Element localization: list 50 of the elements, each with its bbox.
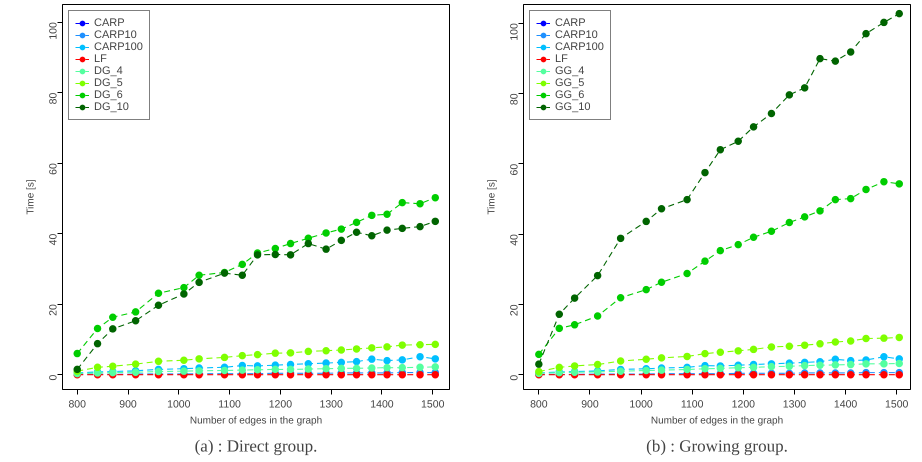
x-tick-label: 1100 [218, 398, 242, 410]
y-tick-label: 80 [48, 92, 60, 104]
legend-label: GG_6 [555, 89, 584, 101]
legend-label: LF [94, 53, 108, 65]
y-tick-label: 80 [508, 93, 520, 106]
x-tick-label: 1300 [319, 398, 344, 410]
x-tick-label: 1200 [732, 398, 756, 410]
x-tick-label: 1400 [370, 398, 394, 410]
legend-label: LF [555, 53, 569, 65]
y-axis-title: Time [s] [486, 179, 498, 215]
x-tick-label: 1500 [885, 398, 909, 410]
y-axis-title: Time [s] [26, 179, 36, 215]
legend-label: CARP100 [94, 41, 143, 53]
x-tick-label: 900 [581, 398, 599, 410]
legend-label: CARP10 [94, 29, 137, 41]
x-tick-label: 1400 [834, 398, 858, 410]
x-tick-label: 1000 [629, 398, 653, 410]
x-tick-label: 800 [68, 398, 86, 410]
text: (b) : Growing group. [646, 436, 788, 456]
legend-label: GG_4 [555, 65, 584, 77]
legend-label: CARP100 [555, 41, 604, 53]
legend-label: GG_10 [555, 101, 590, 113]
x-axis-title: Number of edges in the graph [650, 416, 784, 426]
legend-label: GG_5 [555, 77, 584, 89]
y-tick-label: 0 [48, 374, 60, 381]
y-tick-label: 60 [508, 164, 520, 176]
legend-label: CARP [555, 17, 586, 29]
y-tick-label: 20 [48, 304, 60, 316]
legend-label: DG_5 [94, 77, 123, 89]
legend-label: CARP10 [555, 29, 598, 41]
x-axis-title: Number of edges in the graph [190, 416, 322, 426]
x-tick-label: 800 [530, 398, 548, 410]
y-tick-label: 0 [508, 374, 520, 381]
legend-label: CARP [94, 17, 125, 29]
y-tick-label: 20 [508, 304, 520, 316]
y-tick-label: 100 [48, 22, 60, 40]
legend-label: DG_4 [94, 65, 123, 77]
x-tick-label: 1300 [782, 398, 806, 410]
text: (a) : Direct group. [194, 436, 318, 456]
y-tick-label: 60 [48, 162, 60, 175]
legend-label: DG_10 [94, 101, 129, 113]
x-tick-label: 1100 [680, 398, 704, 410]
x-tick-label: 1500 [421, 398, 445, 410]
y-tick-label: 40 [48, 234, 60, 246]
y-tick-label: 100 [508, 22, 520, 41]
legend-label: DG_6 [94, 89, 123, 101]
y-tick-label: 40 [508, 234, 520, 246]
x-tick-label: 1200 [268, 398, 292, 410]
x-tick-label: 1000 [167, 398, 191, 410]
x-tick-label: 900 [119, 398, 137, 410]
